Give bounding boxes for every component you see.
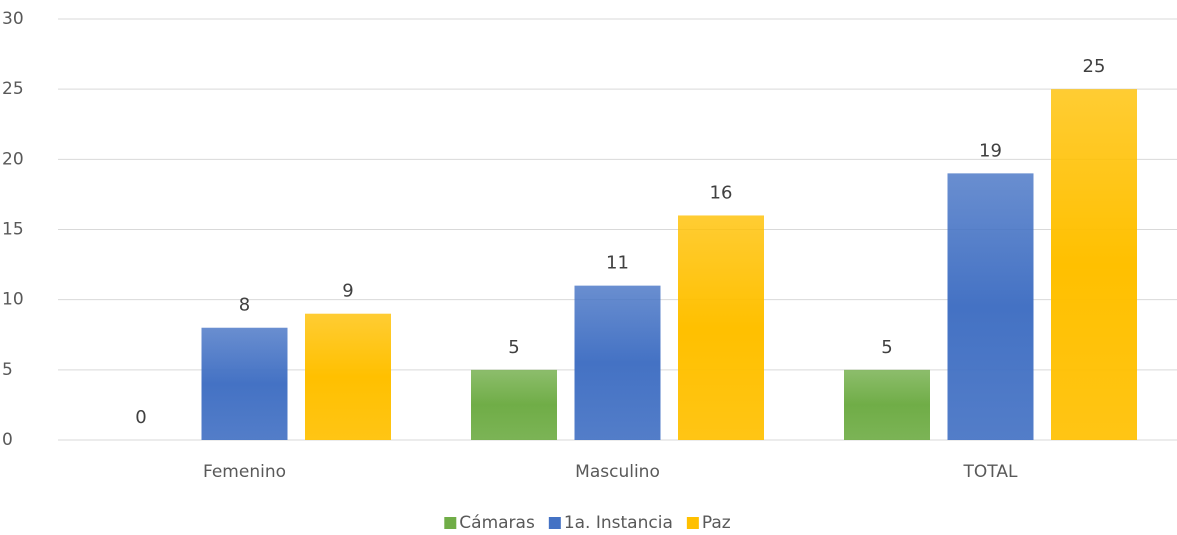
x-tick-label: Masculino: [575, 462, 660, 482]
data-label: 5: [881, 337, 892, 358]
legend-label: Paz: [702, 513, 731, 533]
bar: [1051, 89, 1137, 441]
data-label: 25: [1083, 56, 1106, 77]
legend-label: 1a. Instancia: [564, 513, 673, 533]
x-tick-label: Femenino: [203, 462, 286, 482]
legend-swatch: [686, 517, 699, 529]
bar: [844, 369, 930, 440]
bar: [678, 215, 764, 440]
legend-swatch: [444, 517, 457, 529]
legend-label: Cámaras: [459, 513, 535, 533]
y-tick-label: 30: [2, 9, 24, 29]
y-tick-label: 20: [2, 149, 24, 169]
bar: [305, 313, 391, 440]
data-label: 16: [710, 182, 733, 203]
bar: [471, 369, 557, 440]
data-label: 9: [342, 281, 353, 302]
bar: [947, 173, 1034, 440]
y-tick-label: 10: [2, 290, 24, 310]
legend-item: Cámaras: [444, 513, 535, 533]
data-label: 8: [239, 295, 250, 316]
data-label: 11: [606, 253, 629, 274]
y-tick-label: 15: [2, 220, 24, 240]
legend-item: Paz: [686, 513, 731, 533]
x-tick-label: TOTAL: [963, 462, 1018, 482]
y-tick-label: 0: [2, 430, 13, 450]
y-tick-label: 25: [2, 79, 24, 99]
bar: [574, 285, 661, 440]
y-tick-label: 5: [2, 360, 13, 380]
bar: [201, 327, 288, 440]
data-label: 5: [508, 337, 519, 358]
legend-item: 1a. Instancia: [548, 513, 673, 533]
legend-swatch: [548, 517, 561, 529]
data-label: 0: [135, 407, 146, 428]
data-label: 19: [979, 140, 1002, 161]
